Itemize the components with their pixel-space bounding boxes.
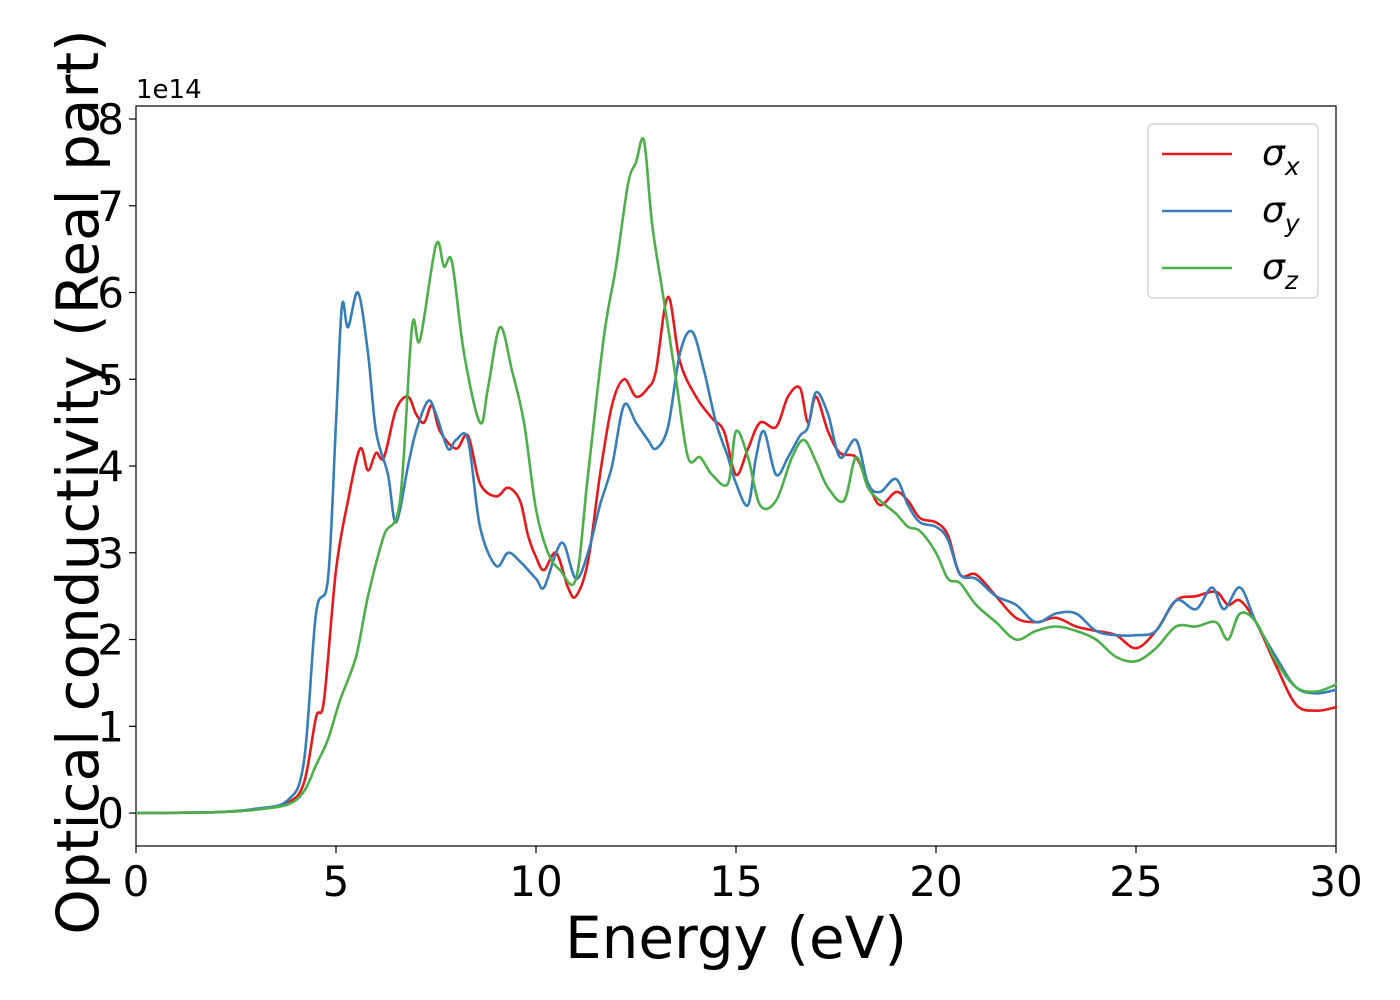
y-tick-label: 7 bbox=[97, 182, 124, 231]
y-tick-label: 3 bbox=[97, 529, 124, 578]
x-tick-label: 5 bbox=[323, 857, 350, 906]
y-tick-label: 1 bbox=[97, 702, 124, 751]
legend-label-subscript: x bbox=[1284, 152, 1300, 181]
legend-box bbox=[1147, 123, 1319, 299]
y-axis-offset-label: 1e14 bbox=[136, 75, 202, 105]
legend-label: σz bbox=[1262, 247, 1299, 295]
legend-item-sigma-y: σy bbox=[1162, 190, 1301, 238]
x-tick-label: 30 bbox=[1309, 857, 1362, 906]
y-tick-label: 4 bbox=[97, 442, 124, 491]
y-tick-label: 6 bbox=[97, 269, 124, 318]
y-axis-ticks: 0 1 2 3 4 5 6 7 8 bbox=[97, 95, 136, 838]
x-tick-label: 15 bbox=[709, 857, 762, 906]
legend-label-subscript: z bbox=[1284, 266, 1299, 295]
y-tick-label: 2 bbox=[97, 616, 124, 665]
x-tick-label: 20 bbox=[909, 857, 962, 906]
y-tick-label: 8 bbox=[97, 95, 124, 144]
legend-label-symbol: σ bbox=[1262, 133, 1286, 174]
x-axis-label: Energy (eV) bbox=[565, 904, 907, 972]
legend-label-symbol: σ bbox=[1262, 190, 1286, 231]
x-tick-label: 25 bbox=[1109, 857, 1162, 906]
y-tick-label: 5 bbox=[97, 355, 124, 404]
legend-label: σy bbox=[1262, 190, 1301, 238]
x-tick-label: 0 bbox=[123, 857, 150, 906]
plot-area bbox=[134, 105, 1338, 847]
series-line-sigma-y bbox=[134, 291, 1338, 815]
legend-label-symbol: σ bbox=[1262, 247, 1286, 288]
series-layer bbox=[134, 137, 1338, 815]
series-line-sigma-x bbox=[134, 295, 1338, 815]
y-axis-label: Optical conductivity (Real part) bbox=[44, 29, 112, 934]
legend-item-sigma-z: σz bbox=[1162, 247, 1299, 295]
x-axis-ticks: 0 5 10 15 20 25 30 bbox=[123, 846, 1363, 906]
legend-label-subscript: y bbox=[1284, 209, 1301, 238]
y-tick-label: 0 bbox=[97, 789, 124, 838]
x-tick-label: 10 bbox=[509, 857, 562, 906]
legend-label: σx bbox=[1262, 133, 1300, 181]
series-line-sigma-z bbox=[134, 137, 1338, 815]
legend-item-sigma-x: σx bbox=[1162, 133, 1300, 181]
